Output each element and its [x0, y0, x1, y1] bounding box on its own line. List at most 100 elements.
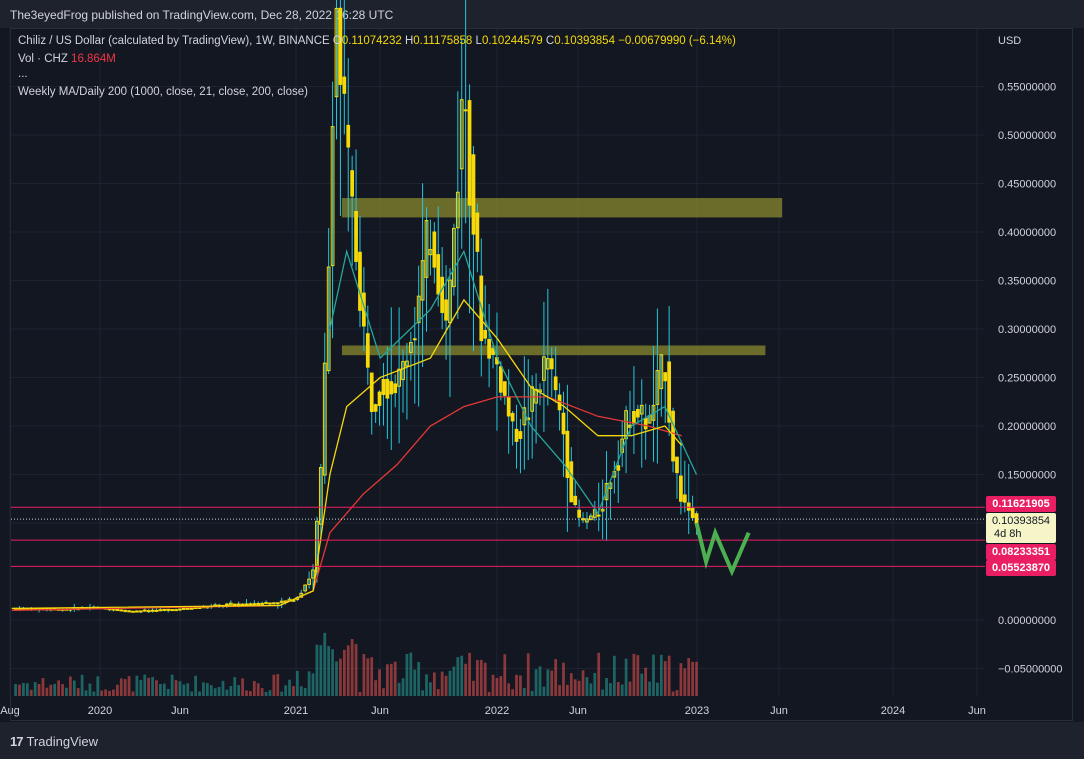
volume-bar [605, 678, 608, 696]
volume-bar [417, 661, 421, 696]
volume-bar [80, 674, 84, 696]
volume-bar [323, 632, 327, 696]
volume-bar [542, 686, 546, 696]
x-tick-label: 2021 [284, 705, 308, 717]
y-tick-label: 0.20000000 [998, 421, 1056, 433]
candle-body [146, 610, 151, 613]
candle-body [119, 609, 124, 612]
volume-bar [366, 658, 370, 696]
volume-bar [538, 666, 542, 696]
resistance-zone [341, 345, 766, 356]
price-chart[interactable]: 0.55000000 0.50000000 0.45000000 0.40000000… [0, 0, 1084, 722]
horizontal-levels [11, 506, 985, 567]
candle-body [667, 361, 672, 423]
candle-body [330, 126, 335, 267]
candle-body [311, 569, 315, 579]
candle-body [138, 610, 143, 613]
candle-body [135, 610, 139, 613]
candle-body [635, 408, 640, 418]
volume-bar [339, 658, 342, 696]
candle-body [600, 508, 605, 512]
close-label: C [545, 35, 555, 47]
volume-bar [260, 688, 264, 696]
candle-body [162, 608, 167, 611]
x-tick-label: Aug [0, 705, 20, 717]
volume-bar [119, 678, 123, 696]
moving-averages [11, 248, 698, 611]
volume-bar [659, 654, 663, 696]
candle-body [260, 602, 265, 605]
low-label: L [475, 35, 482, 47]
high-label: H [404, 35, 414, 47]
volume-bar [209, 685, 213, 696]
volume-bar [331, 649, 334, 696]
volume-bar [444, 675, 448, 696]
candle-body [350, 170, 355, 197]
volume-bar [526, 653, 530, 696]
candle-body [686, 502, 691, 511]
volume-bar [511, 689, 514, 696]
volume-bar [468, 652, 471, 696]
y-tick-label: 0.45000000 [998, 179, 1056, 191]
volume-bar [61, 684, 64, 696]
volume-bar [675, 690, 679, 696]
candle-body [538, 389, 542, 393]
volume-bar [311, 673, 315, 696]
candle-body [553, 376, 558, 391]
candle-body [679, 475, 683, 502]
candle-body [585, 518, 589, 523]
volume-bar [319, 645, 323, 696]
volume-bar [170, 674, 174, 696]
volume-bar [205, 683, 209, 696]
volume-bar [237, 685, 241, 696]
candle-body [510, 412, 515, 422]
volume-bar [636, 655, 640, 696]
legend-volume: Vol · CHZ 16.864M [18, 53, 116, 65]
candle-body [275, 602, 280, 605]
x-tick-label: 2024 [881, 705, 905, 717]
volume-bar [479, 659, 483, 696]
volume-bar [577, 680, 581, 696]
volume-bar [57, 680, 61, 696]
price-box-support-1: 0.08233351 [986, 544, 1056, 560]
x-tick-label: 2022 [485, 705, 509, 717]
tradingview-logo[interactable]: 17 TradingView [10, 734, 98, 749]
y-tick-label: 0.40000000 [998, 227, 1056, 239]
candle-body [358, 251, 362, 311]
volume-bar [632, 653, 636, 696]
candle-body [240, 603, 245, 606]
volume-bar [178, 681, 182, 696]
low-value: 0.10244579 [481, 35, 543, 47]
legend-symbol: Chiliz / US Dollar (calculated by Tradin… [18, 35, 330, 47]
candle-body [412, 338, 417, 341]
candle-body [444, 299, 448, 321]
candle-body [436, 254, 441, 295]
volume-bar [303, 687, 307, 696]
candle-body [518, 431, 523, 439]
volume-bar [393, 661, 397, 696]
volume-bar [241, 678, 244, 696]
volume-bar [33, 682, 37, 696]
volume-bar [350, 639, 354, 696]
candle-body [483, 329, 488, 339]
volume-bar [155, 680, 158, 696]
volume-bar [389, 663, 393, 696]
current-price: 0.10393854 [991, 515, 1051, 527]
candle-body [232, 603, 237, 606]
volume-bar [202, 682, 205, 696]
volume-bar [589, 683, 593, 696]
more-indicators[interactable]: ... [18, 68, 28, 80]
candle-body [455, 191, 460, 229]
volume-bar [268, 690, 272, 696]
volume-bar [429, 682, 432, 696]
candle-body [197, 606, 202, 609]
legend-more[interactable]: ... [18, 68, 28, 80]
volume-bar [41, 678, 45, 696]
close-value: 0.10393854 [554, 35, 615, 47]
candle-body [663, 372, 668, 382]
candle-body [389, 381, 394, 395]
candle-body [643, 418, 648, 430]
candle-body [365, 333, 370, 368]
x-tick-label: Jun [968, 705, 986, 717]
footer-bar: 17 TradingView [0, 722, 1084, 759]
